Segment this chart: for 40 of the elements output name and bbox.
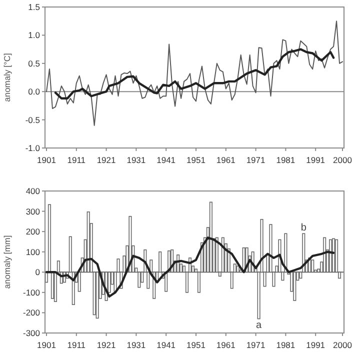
x-tick-label: 1981 bbox=[276, 155, 296, 165]
x-tick-label: 1921 bbox=[96, 340, 116, 350]
annotation: a bbox=[256, 320, 262, 331]
y-tick-label: -300 bbox=[22, 328, 40, 338]
x-tick-label: 1911 bbox=[67, 155, 86, 165]
x-tick-label: 2000 bbox=[333, 340, 352, 350]
x-tick-label: 1901 bbox=[37, 155, 56, 165]
x-tick-label: 1921 bbox=[96, 155, 116, 165]
x-tick-label: 1971 bbox=[246, 155, 266, 165]
y-tick-label: 100 bbox=[26, 246, 40, 257]
y-tick-label: 300 bbox=[26, 206, 40, 216]
x-tick-label: 1931 bbox=[126, 155, 146, 165]
y-tick-label: 1.5 bbox=[28, 2, 40, 12]
x-tick-label: 1931 bbox=[126, 340, 146, 350]
x-tick-label: 1961 bbox=[216, 155, 236, 165]
x-tick-label: 1951 bbox=[186, 340, 206, 350]
y-tick-label: 400 bbox=[26, 186, 40, 196]
x-tick-label: 1981 bbox=[276, 340, 296, 350]
x-tick-label: 1901 bbox=[37, 340, 56, 350]
y-tick-label: -200 bbox=[22, 308, 40, 318]
x-tick-label: 1991 bbox=[306, 155, 326, 165]
y-tick-label: 1.0 bbox=[28, 30, 40, 40]
x-tick-label: 1991 bbox=[306, 340, 326, 350]
x-tick-label: 1961 bbox=[216, 340, 236, 350]
y-tick-label: -1.0 bbox=[25, 142, 40, 153]
y-tick-label: 200 bbox=[26, 226, 40, 237]
y-axis-title: anomaly [mm] bbox=[2, 235, 12, 289]
annotation: b bbox=[300, 222, 307, 234]
x-tick-label: 2000 bbox=[333, 155, 352, 165]
x-tick-label: 1971 bbox=[246, 340, 266, 350]
y-tick-label: -100 bbox=[22, 287, 40, 298]
y-tick-label: 0 bbox=[35, 267, 40, 278]
y-tick-label: -0.5 bbox=[25, 114, 40, 125]
x-tick-label: 1951 bbox=[186, 155, 206, 165]
y-tick-label: 0.0 bbox=[28, 86, 40, 97]
x-tick-label: 1941 bbox=[156, 155, 176, 165]
x-tick-label: 1911 bbox=[67, 340, 86, 350]
x-tick-label: 1941 bbox=[156, 340, 176, 350]
y-tick-label: 0.5 bbox=[28, 58, 40, 68]
y-axis-title: anomaly [°C] bbox=[2, 53, 12, 102]
